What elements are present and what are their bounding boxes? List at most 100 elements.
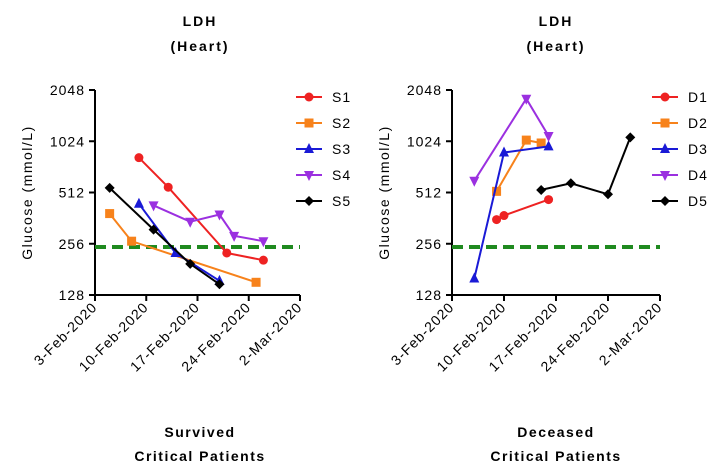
legend-marker [304, 92, 314, 102]
data-point [565, 178, 576, 189]
data-point [163, 182, 173, 192]
legend-label: D4 [688, 167, 708, 183]
y-tick-label: 512 [416, 185, 442, 201]
data-point [214, 210, 225, 221]
series-line [540, 136, 632, 196]
y-axis-label: Glucose (mmol/L) [19, 125, 35, 259]
data-point [543, 140, 554, 151]
data-point [603, 189, 613, 200]
data-point [105, 209, 115, 219]
series-d5 [536, 132, 636, 200]
legend-item-d2: D2 [652, 115, 708, 131]
legend-item-s1: S1 [296, 89, 351, 105]
data-point [127, 236, 137, 246]
legend-marker [304, 171, 314, 181]
series-d4 [469, 94, 554, 187]
data-point [251, 277, 261, 287]
legend-item-d5: D5 [652, 193, 708, 209]
data-point [148, 201, 159, 212]
series-line [138, 156, 264, 262]
data-point [521, 94, 532, 105]
data-point [170, 246, 181, 257]
series-s4 [148, 201, 269, 248]
y-tick-label: 2048 [50, 82, 85, 98]
data-point [214, 279, 225, 290]
data-point [222, 248, 232, 258]
legend-marker [304, 196, 314, 206]
data-point [258, 255, 268, 265]
data-point [133, 197, 144, 208]
data-point [499, 146, 509, 157]
legend-label: D2 [688, 115, 708, 131]
x-axis-label-line2: Critical Patients [490, 448, 621, 464]
legend-item-s2: S2 [296, 115, 351, 131]
data-point [469, 176, 480, 187]
data-point [185, 258, 196, 269]
series-line [138, 203, 221, 282]
series-line [153, 204, 264, 243]
legend-item-s4: S4 [296, 167, 351, 183]
data-point [229, 231, 240, 242]
y-tick-label: 1024 [407, 133, 442, 149]
legend-label: D5 [688, 193, 708, 209]
series-d1 [492, 195, 554, 225]
x-axis-label-line2: Critical Patients [134, 448, 265, 464]
legend-label: D1 [688, 89, 708, 105]
chart-subtitle: (Heart) [526, 38, 585, 54]
data-point [134, 153, 144, 163]
data-point [543, 131, 554, 142]
panel-1: LDH(Heart)128256512102420483-Feb-202010-… [19, 13, 351, 464]
y-tick-label: 256 [416, 236, 442, 252]
y-tick-label: 512 [59, 185, 85, 201]
legend-item-d4: D4 [652, 167, 708, 183]
data-point [104, 182, 115, 193]
y-tick-label: 2048 [407, 82, 442, 98]
series-s2 [105, 209, 261, 287]
legend-marker [660, 171, 670, 181]
series-s5 [104, 182, 225, 290]
legend-marker [660, 118, 670, 128]
panel-2: LDH(Heart)128256512102420483-Feb-202010-… [376, 13, 708, 464]
data-point [492, 215, 502, 225]
legend-item-s5: S5 [296, 193, 351, 209]
data-point [544, 195, 554, 205]
legend-marker [304, 118, 314, 128]
legend-item-d1: D1 [652, 89, 708, 105]
legend-marker [304, 143, 314, 153]
data-point [148, 224, 159, 235]
x-axis-label: Deceased [517, 424, 594, 440]
legend-label: S3 [332, 141, 351, 157]
data-point [536, 184, 547, 195]
data-point [258, 237, 269, 248]
series-d3 [469, 140, 554, 283]
y-tick-label: 256 [59, 236, 85, 252]
legend-item-s3: S3 [296, 141, 351, 157]
legend-label: S4 [332, 167, 351, 183]
x-axis-label: Survived [164, 424, 235, 440]
data-point [492, 186, 502, 196]
legend-label: S1 [332, 89, 351, 105]
legend-marker [660, 143, 670, 153]
data-point [469, 272, 480, 283]
y-tick-label: 1024 [50, 133, 85, 149]
data-point [521, 135, 531, 145]
series-d2 [492, 135, 546, 196]
legend-marker [660, 92, 670, 102]
chart-title: LDH [183, 13, 218, 29]
data-point [536, 138, 546, 148]
data-point [625, 132, 636, 143]
legend-marker [660, 196, 670, 206]
series-line [108, 187, 221, 286]
chart-subtitle: (Heart) [170, 38, 229, 54]
y-axis-label: Glucose (mmol/L) [376, 125, 392, 259]
data-point [499, 211, 509, 221]
y-tick-label: 128 [59, 287, 85, 303]
legend-label: S2 [332, 115, 351, 131]
series-s3 [133, 197, 225, 285]
chart-title: LDH [539, 13, 574, 29]
y-tick-label: 128 [416, 287, 442, 303]
data-point [185, 217, 196, 228]
legend-item-d3: D3 [652, 141, 707, 157]
legend-label: S5 [332, 193, 351, 209]
